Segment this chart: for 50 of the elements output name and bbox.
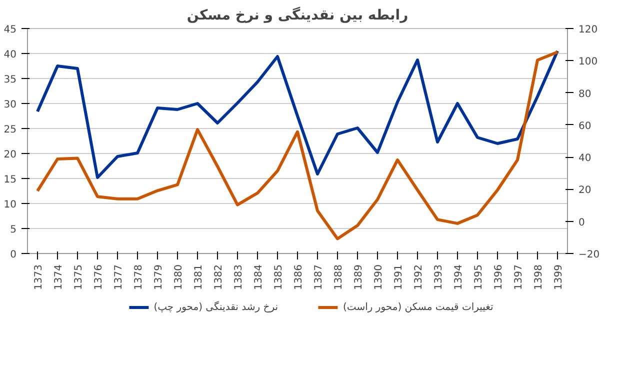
x-tick-label: 1393 xyxy=(434,264,444,290)
x-tick-label: 1382 xyxy=(214,264,224,290)
x-tick-label: 1381 xyxy=(194,264,204,290)
y-tick-label: 20 xyxy=(4,150,17,160)
x-tick-label: 1389 xyxy=(354,264,364,290)
line-series xyxy=(36,50,559,179)
y2-tick-label: 40 xyxy=(578,153,592,164)
y-tick-label: 15 xyxy=(4,174,17,186)
x-tick-label: 1396 xyxy=(494,264,504,290)
x-tick-label: 1387 xyxy=(314,264,324,290)
x-tick-label: 1380 xyxy=(174,264,184,290)
x-tick-label: 1388 xyxy=(334,264,344,290)
x-tick-label: 1399 xyxy=(554,264,564,290)
x-tick-label: 1377 xyxy=(114,264,124,290)
y-tick-label: 10 xyxy=(4,200,17,210)
y2-tick-label: 100 xyxy=(578,56,598,68)
x-tick-label: 1397 xyxy=(514,264,524,290)
line-series xyxy=(36,50,559,240)
y-tick-label: 5 xyxy=(10,224,17,236)
legend-label: تغییرات قیمت مسکن (محور راست) xyxy=(343,302,494,312)
x-tick-label: 1376 xyxy=(94,264,104,290)
x-tick-label: 1386 xyxy=(294,264,304,290)
y-tick-label: 0 xyxy=(10,250,17,260)
y2-tick-label: −20 xyxy=(578,250,600,260)
y2-tick-label: 80 xyxy=(578,88,592,100)
y-tick-label: 25 xyxy=(4,124,17,136)
legend-label: نرخ رشد نقدینگی (محور چپ) xyxy=(154,302,278,312)
y2-tick-label: 20 xyxy=(578,185,592,196)
y2-tick-label: 60 xyxy=(578,120,592,132)
x-tick-label: 1395 xyxy=(474,264,484,290)
y-tick-label: 35 xyxy=(4,74,17,86)
y2-tick-label: 0 xyxy=(578,217,585,228)
x-tick-label: 1394 xyxy=(454,264,464,290)
x-tick-label: 1379 xyxy=(154,264,164,290)
x-tick-label: 1390 xyxy=(374,264,384,290)
y2-tick-label: 120 xyxy=(578,24,598,36)
chart-title: رابطه بین نقدینگی و نرخ مسکن xyxy=(186,6,408,24)
x-tick-label: 1392 xyxy=(414,264,424,290)
y-tick-label: 40 xyxy=(4,50,17,60)
x-tick-label: 1398 xyxy=(534,264,544,290)
x-tick-label: 1378 xyxy=(134,264,144,290)
x-tick-label: 1373 xyxy=(34,264,44,290)
y-tick-label: 30 xyxy=(4,100,17,110)
x-tick-label: 1383 xyxy=(234,264,244,290)
x-tick-label: 1385 xyxy=(274,264,284,290)
y-tick-label: 45 xyxy=(4,24,17,36)
x-tick-label: 1375 xyxy=(74,264,84,290)
x-tick-label: 1374 xyxy=(54,264,64,290)
x-tick-label: 1391 xyxy=(394,264,404,290)
x-tick-label: 1384 xyxy=(254,264,264,290)
